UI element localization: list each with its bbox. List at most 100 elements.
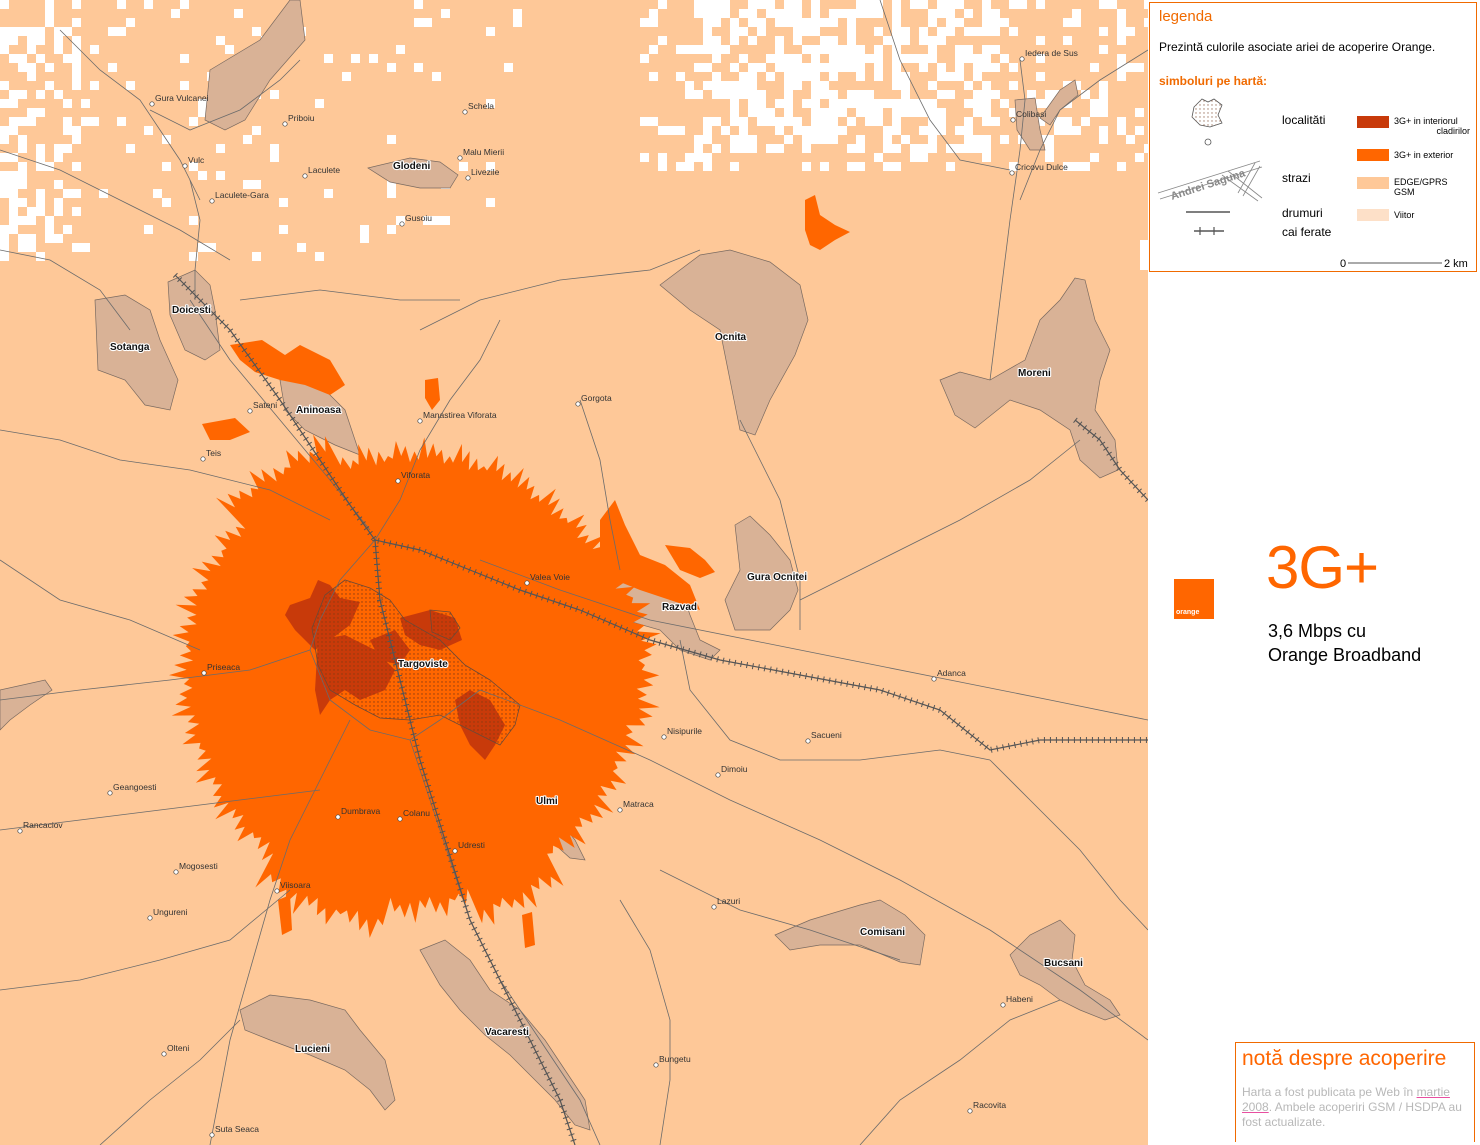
town-marker[interactable] (1019, 56, 1025, 62)
future-coverage-block (703, 9, 712, 18)
town-marker[interactable] (302, 173, 308, 179)
town-marker[interactable] (149, 101, 155, 107)
town-marker[interactable] (967, 1108, 973, 1114)
city-label[interactable]: Bucsani (1043, 957, 1084, 970)
town-marker[interactable] (417, 418, 423, 424)
future-coverage-block (883, 36, 892, 45)
town-marker[interactable] (805, 738, 811, 744)
future-coverage-block (1135, 153, 1144, 162)
future-coverage-block (784, 54, 793, 63)
town-marker[interactable] (715, 772, 721, 778)
future-coverage-block (9, 90, 18, 99)
future-coverage-block (685, 45, 694, 54)
town-marker[interactable] (209, 1132, 215, 1138)
city-label[interactable]: Lucieni (294, 1043, 331, 1056)
town-marker[interactable] (247, 408, 253, 414)
city-label[interactable]: Razvad (661, 601, 698, 614)
town-marker[interactable] (1000, 1002, 1006, 1008)
city-label[interactable]: Comisani (859, 926, 906, 939)
town-marker[interactable] (335, 814, 341, 820)
town-marker[interactable] (1009, 170, 1015, 176)
future-coverage-block (964, 54, 973, 63)
city-label[interactable]: Glodeni (392, 160, 432, 173)
future-coverage-block (72, 36, 81, 45)
future-coverage-block (117, 0, 126, 9)
city-label[interactable]: Targoviste (397, 658, 449, 671)
future-coverage-block (694, 0, 703, 9)
future-coverage-block (225, 45, 234, 54)
town-label: Priseaca (207, 662, 240, 672)
legend-swatch-edge-gsm (1357, 177, 1389, 189)
town-marker[interactable] (173, 869, 179, 875)
town-marker[interactable] (462, 109, 468, 115)
future-coverage-block (0, 243, 9, 252)
town-marker[interactable] (524, 580, 530, 586)
railway (374, 539, 576, 1145)
future-coverage-block (703, 135, 712, 144)
future-coverage-block (721, 90, 730, 99)
town-marker[interactable] (653, 1062, 659, 1068)
future-coverage-block (54, 198, 63, 207)
city-label[interactable]: Doicesti (171, 304, 212, 317)
town-marker[interactable] (395, 478, 401, 484)
town-marker[interactable] (147, 915, 153, 921)
future-coverage-block (793, 117, 802, 126)
locality-area (724, 515, 799, 631)
town-marker[interactable] (274, 888, 280, 894)
town-marker[interactable] (182, 163, 188, 169)
future-coverage-block (829, 54, 838, 63)
future-coverage-block (856, 144, 865, 153)
city-label[interactable]: Sotanga (109, 341, 151, 354)
future-coverage-block (793, 72, 802, 81)
town-marker[interactable] (1010, 117, 1016, 123)
future-coverage-block (856, 45, 865, 54)
town-marker[interactable] (931, 676, 937, 682)
city-label[interactable]: Moreni (1017, 367, 1052, 380)
town-marker[interactable] (465, 175, 471, 181)
town-marker[interactable] (617, 807, 623, 813)
future-coverage-block (279, 225, 288, 234)
future-coverage-block (766, 54, 775, 63)
town-marker[interactable] (282, 121, 288, 127)
future-coverage-block (739, 117, 748, 126)
future-coverage-block (982, 45, 991, 54)
town-marker[interactable] (107, 790, 113, 796)
town-marker[interactable] (161, 1051, 167, 1057)
city-label[interactable]: Aninoasa (295, 404, 343, 417)
town-marker[interactable] (209, 198, 215, 204)
future-coverage-block (892, 117, 901, 126)
town-marker[interactable] (452, 848, 458, 854)
orange-logo[interactable]: orange (1174, 579, 1214, 619)
town-marker[interactable] (17, 828, 23, 834)
town-marker[interactable] (397, 816, 403, 822)
future-coverage-block (982, 63, 991, 72)
future-coverage-block (712, 0, 721, 9)
city-label[interactable]: Vacaresti (484, 1026, 530, 1039)
future-coverage-block (955, 54, 964, 63)
town-marker[interactable] (201, 670, 207, 676)
town-marker[interactable] (457, 155, 463, 161)
future-coverage-block (829, 108, 838, 117)
city-label[interactable]: Gura Ocnitei (746, 571, 808, 584)
city-label[interactable]: Ulmi (535, 795, 559, 808)
legend-localities-label: localităti (1282, 113, 1326, 127)
future-coverage-block (766, 0, 775, 9)
coverage-map[interactable]: Gura Vulcanei Priboiu Schela Malu Mierii Liv… (0, 0, 1148, 1145)
town-marker[interactable] (661, 734, 667, 740)
future-coverage-block (910, 153, 919, 162)
future-coverage-block (72, 135, 81, 144)
town-label: Laculete (308, 165, 340, 175)
future-coverage-block (757, 117, 766, 126)
town-marker[interactable] (575, 401, 581, 407)
future-coverage-block (387, 180, 396, 189)
future-coverage-block (0, 189, 9, 198)
future-coverage-block (1063, 162, 1072, 171)
town-marker[interactable] (200, 456, 206, 462)
note-date-link[interactable]: martie 2008 (1242, 1085, 1450, 1114)
future-coverage-block (1009, 27, 1018, 36)
city-label[interactable]: Ocnita (714, 331, 748, 344)
town-marker[interactable] (711, 904, 717, 910)
future-coverage-block (946, 27, 955, 36)
town-marker[interactable] (399, 221, 405, 227)
future-coverage-block (991, 90, 1000, 99)
